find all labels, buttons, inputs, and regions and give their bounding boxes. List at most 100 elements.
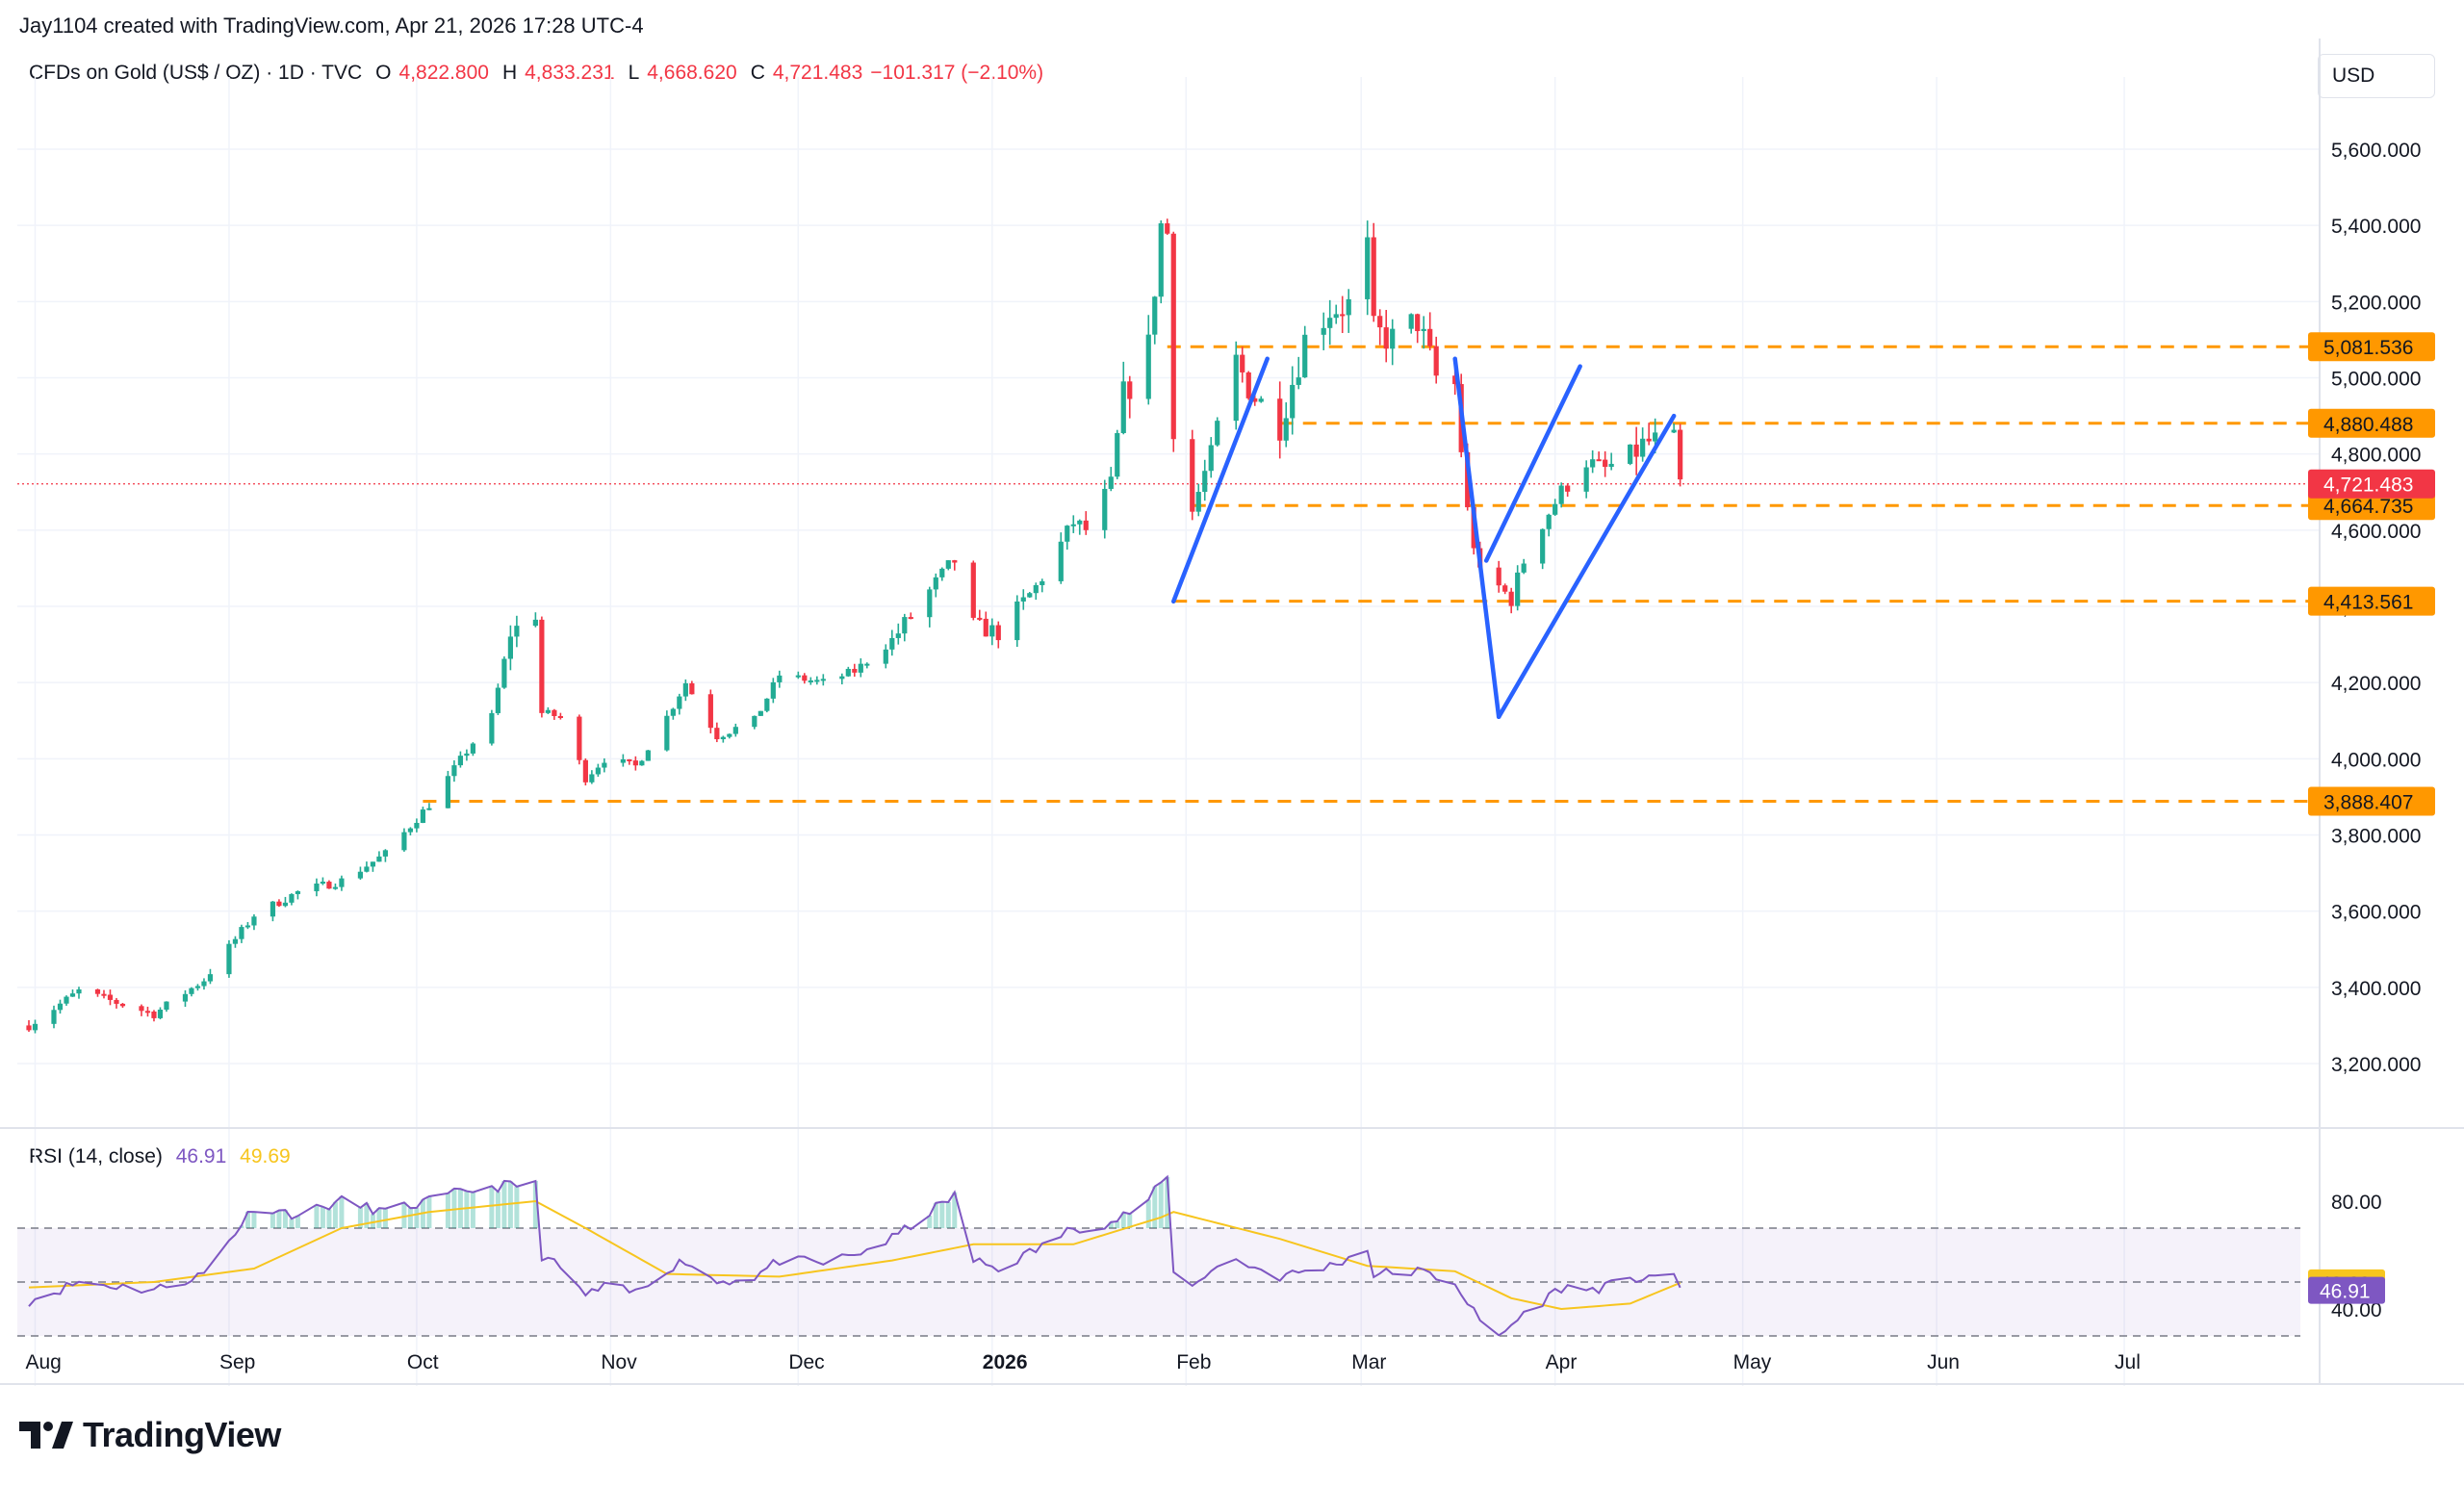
candle-body (1215, 421, 1220, 446)
candle-body (26, 1025, 32, 1031)
rsi-ma-line (28, 1199, 1681, 1311)
candle-body (970, 562, 976, 618)
candle-body (401, 832, 407, 851)
candle-body (627, 758, 632, 761)
candle-body (151, 1011, 157, 1018)
y-tick-label: 4,200.000 (2331, 673, 2421, 695)
candle-body (952, 560, 958, 563)
candle-body (1678, 429, 1683, 480)
candle-body (495, 687, 500, 713)
candle-body (977, 617, 983, 620)
candle-body (814, 680, 820, 682)
y-tick-label: 5,600.000 (2331, 140, 2421, 162)
candle-body (1383, 327, 1389, 349)
candle-body (852, 668, 858, 673)
candle-body (927, 589, 933, 618)
rsi-ma-value: 49.69 (240, 1145, 291, 1167)
currency-label: USD (2332, 64, 2375, 87)
price-tag-label: 5,081.536 (2323, 337, 2413, 359)
y-tick-label: 3,800.000 (2331, 826, 2421, 848)
candle-body (707, 694, 713, 729)
tradingview-brand[interactable]: TradingView (19, 1415, 281, 1455)
candle-body (677, 696, 682, 709)
candle-body (1158, 223, 1164, 297)
candle-body (995, 625, 1001, 641)
tradingview-logo-icon (19, 1422, 73, 1449)
candle-body (858, 663, 863, 673)
candle-body (57, 1003, 64, 1011)
candle-body (895, 633, 901, 638)
candle-body (194, 986, 201, 988)
x-tick-label: Aug (25, 1351, 61, 1373)
currency-selector[interactable]: USD (2318, 54, 2435, 98)
price-tag (2308, 586, 2435, 616)
candle-body (1508, 591, 1514, 606)
candle-body (1465, 451, 1471, 508)
candle-body (727, 733, 732, 737)
candle-body (451, 765, 457, 777)
candle-body (1033, 584, 1039, 594)
candle-body (1233, 354, 1239, 422)
candle-body (295, 890, 301, 894)
candle-body (902, 617, 908, 634)
candle-body (1195, 492, 1201, 512)
candle-body (276, 901, 282, 907)
candle-body (552, 709, 557, 716)
candle-body (1333, 314, 1339, 319)
brand-name: TradingView (83, 1415, 281, 1454)
candle-body (282, 902, 289, 907)
candle-body (864, 663, 870, 666)
trendlines (1170, 356, 1677, 720)
candle-body (1371, 237, 1376, 317)
candle-body (1596, 459, 1602, 462)
candle-body (1277, 398, 1283, 441)
rsi-tick-label: 80.00 (2331, 1192, 2382, 1214)
candle-body (1083, 520, 1089, 530)
candle-body (820, 679, 826, 681)
candle-body (802, 675, 808, 681)
candle-body (602, 762, 607, 768)
close-value: 4,721.483 (772, 62, 863, 84)
candle-body (1502, 585, 1508, 592)
candle-body (1258, 398, 1264, 402)
x-tick-label: Jul (2115, 1351, 2141, 1373)
candle-body (201, 981, 207, 987)
candle-body (314, 883, 320, 891)
x-tick-label: May (1733, 1351, 1772, 1373)
price-tag (2308, 408, 2435, 438)
candle-body (139, 1006, 144, 1012)
candle-body (1421, 328, 1426, 331)
y-tick-label: 4,800.000 (2331, 445, 2421, 467)
candle-body (1302, 334, 1308, 378)
candle-body (1283, 418, 1289, 441)
y-tick-label: 4,000.000 (2331, 749, 2421, 771)
candle-body (845, 668, 851, 677)
grid (0, 38, 2464, 1386)
price-tag (2308, 469, 2435, 499)
candle-body (1252, 398, 1258, 402)
candle-body (1120, 381, 1126, 433)
candle-body (507, 636, 513, 659)
close-label: C (750, 62, 765, 84)
candle-body (1327, 318, 1333, 328)
x-tick-label: Feb (1176, 1351, 1211, 1373)
symbol-legend: CFDs on Gold (US$ / OZ) · 1D · TVC O 4,82… (29, 62, 1043, 85)
x-tick-label: Dec (788, 1351, 824, 1373)
y-tick-label: 3,200.000 (2331, 1054, 2421, 1076)
y-tick-label: 3,600.000 (2331, 902, 2421, 924)
candle-body (1390, 328, 1396, 349)
rsi-legend: RSI (14, close) 46.91 49.69 (29, 1145, 291, 1168)
candle-body (1553, 503, 1558, 515)
candle-body (232, 938, 239, 944)
candle-body (639, 760, 645, 766)
candle-body (514, 626, 520, 637)
candle-body (945, 560, 951, 569)
candle-body (364, 866, 370, 872)
candle-body (464, 753, 470, 757)
x-tick-label: 2026 (983, 1351, 1028, 1373)
candle-body (1515, 572, 1521, 606)
candle-body (889, 637, 895, 650)
candle-body (908, 617, 913, 620)
